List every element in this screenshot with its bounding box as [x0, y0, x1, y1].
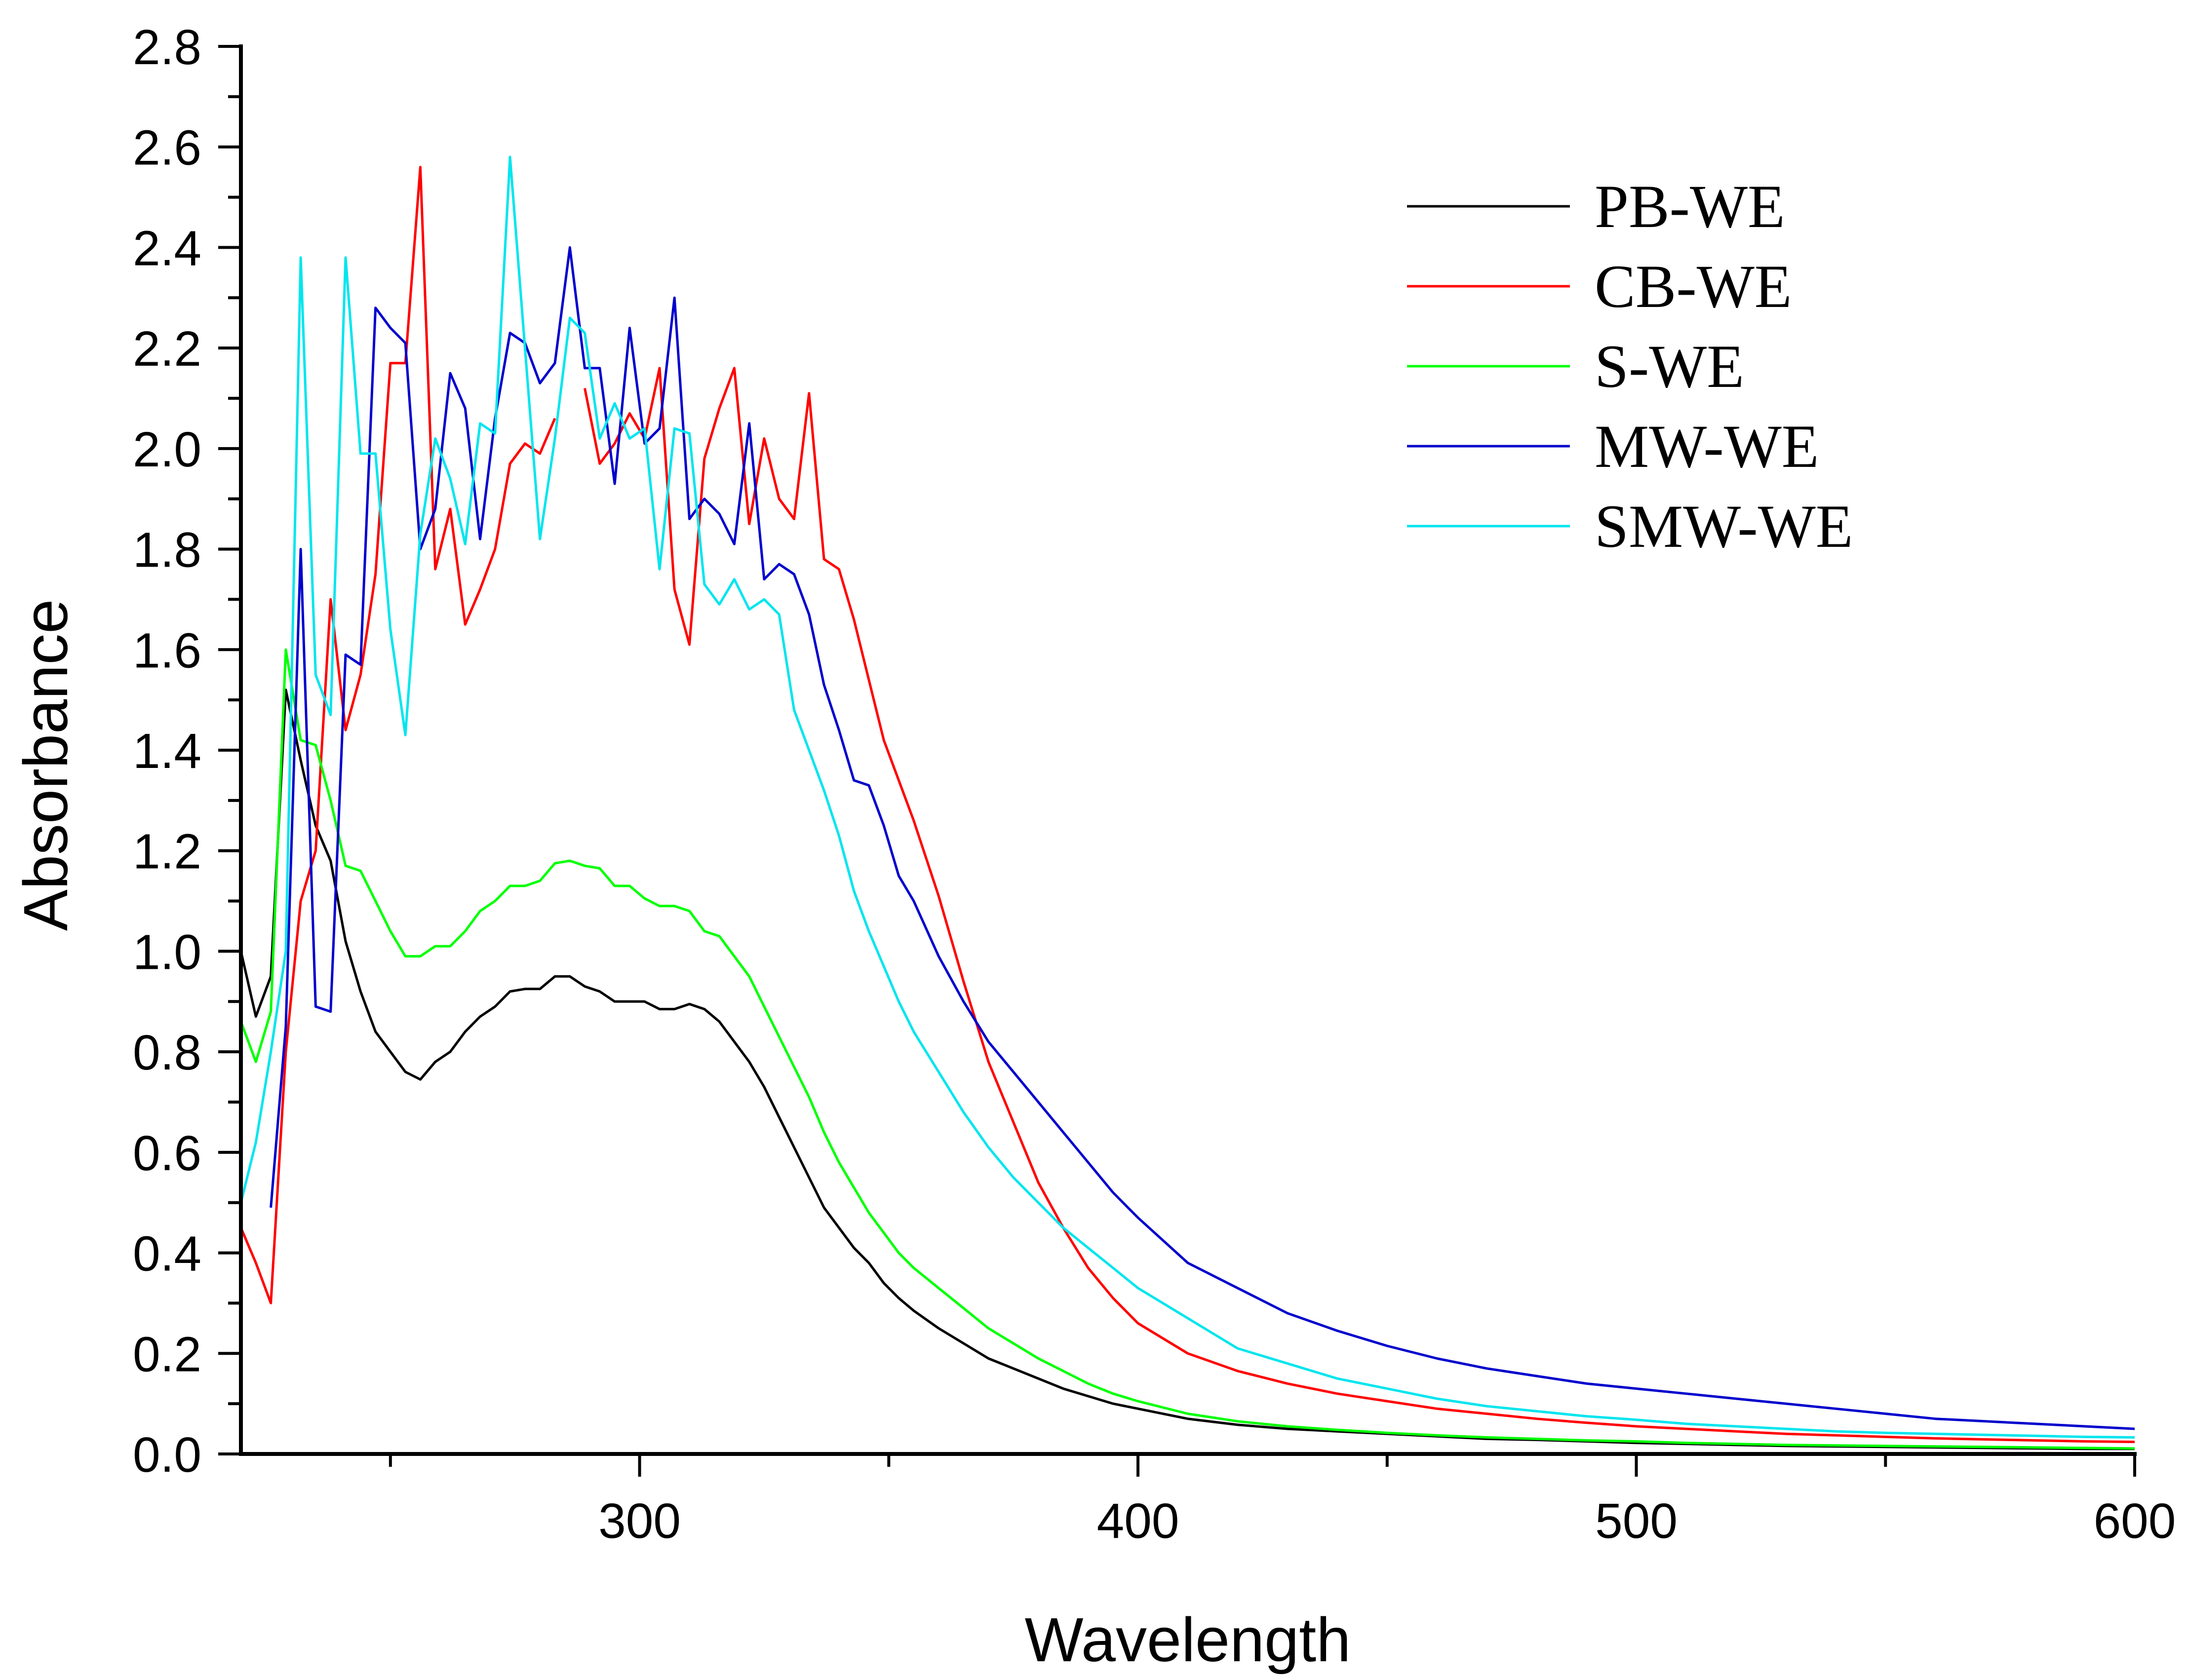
series-line-cb-we: [239, 166, 2135, 1444]
y-tick-label: 2.0: [133, 422, 201, 477]
y-tick-label: 1.2: [133, 824, 201, 879]
y-tick-label: 2.2: [133, 321, 201, 377]
x-tick-label: 300: [598, 1493, 681, 1549]
legend-label: PB-WE: [1595, 173, 1785, 240]
y-tick-label: 1.0: [133, 924, 201, 980]
y-tick-label: 0.6: [133, 1126, 201, 1181]
series-line-pb-we: [239, 688, 2135, 1451]
y-tick-label: 0.2: [133, 1327, 201, 1382]
x-tick-label: 600: [2094, 1493, 2176, 1549]
series-layer: [239, 155, 2135, 1451]
series-line-s-we: [239, 648, 2135, 1450]
y-tick-label: 1.8: [133, 523, 201, 578]
series-line-mw-we: [270, 246, 2135, 1430]
x-axis-ticks: 300 400 500 600: [389, 1454, 2176, 1549]
legend-label: SMW-WE: [1595, 493, 1853, 560]
x-axis-title: Wavelength: [1025, 1605, 1351, 1675]
y-axis-title: Absorbance: [11, 599, 80, 931]
y-tick-label: 2.8: [133, 20, 201, 75]
legend-label: MW-WE: [1595, 413, 1819, 480]
legend: PB-WE CB-WE S-WE MW-WE SMW-WE: [1407, 173, 1853, 560]
x-tick-label: 500: [1595, 1493, 1678, 1549]
x-tick-label: 400: [1097, 1493, 1179, 1549]
legend-label: CB-WE: [1595, 253, 1792, 320]
y-tick-label: 0.4: [133, 1226, 201, 1282]
y-tick-label: 0.0: [133, 1427, 201, 1483]
y-tick-label: 2.4: [133, 221, 201, 276]
legend-label: S-WE: [1595, 333, 1744, 400]
y-tick-label: 2.6: [133, 120, 201, 176]
y-tick-label: 1.4: [133, 724, 201, 779]
series-line-smw-we: [239, 155, 2135, 1439]
y-axis-ticks: 0.0 0.2 0.4 0.6 0.8 1.0 1.2 1.4 1.6 1.8 2.0 2.2 2.4 2…: [133, 20, 241, 1483]
y-tick-label: 1.6: [133, 623, 201, 678]
axis-layer: [239, 44, 2137, 1456]
y-tick-label: 0.8: [133, 1025, 201, 1080]
